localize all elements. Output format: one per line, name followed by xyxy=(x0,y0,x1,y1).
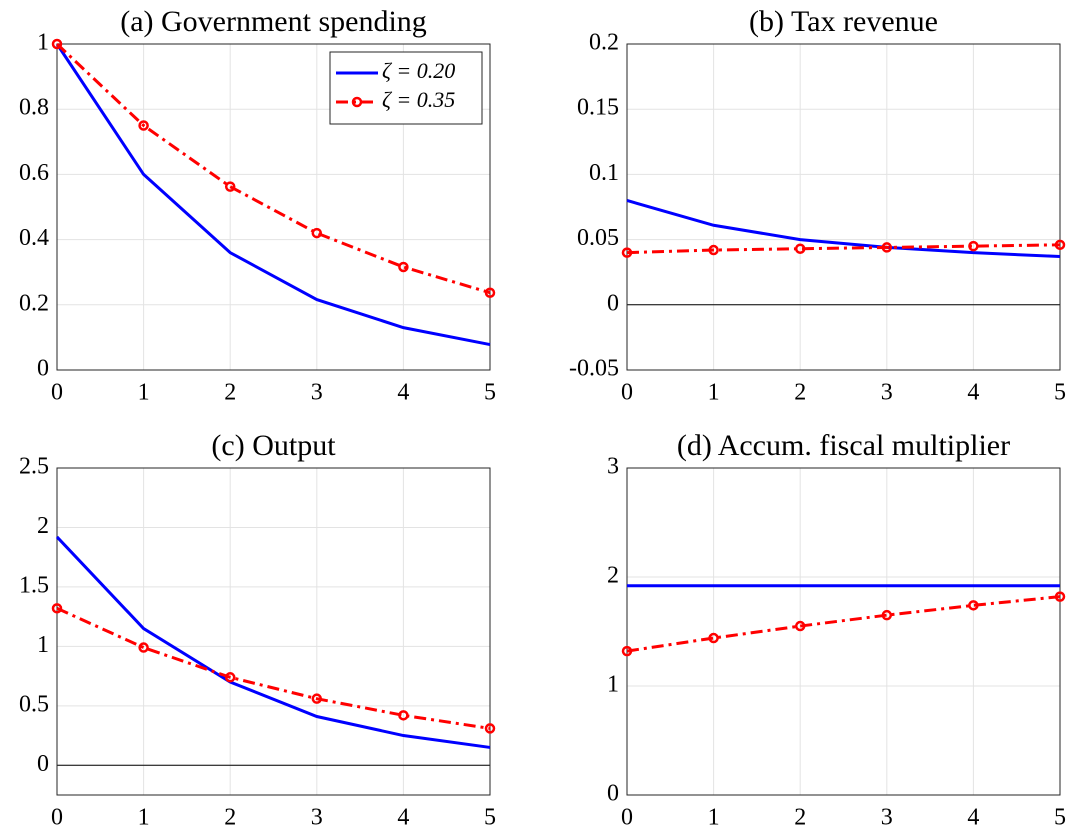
marker xyxy=(621,645,633,657)
plot-area xyxy=(627,468,1060,795)
marker xyxy=(484,723,496,734)
marker xyxy=(968,240,979,252)
x-tick-label: 3 xyxy=(311,380,323,406)
marker xyxy=(51,38,63,50)
marker xyxy=(968,600,979,611)
series-line xyxy=(55,535,491,749)
y-tick-label: 0.2 xyxy=(19,290,49,316)
plot-area xyxy=(57,468,490,795)
y-tick-label: 1.5 xyxy=(19,572,49,598)
y-tick-label: 2 xyxy=(607,563,619,589)
x-tick-label: 4 xyxy=(397,805,409,831)
chart-title: (c) Output xyxy=(211,429,336,462)
series-line xyxy=(626,243,1061,255)
x-tick-label: 3 xyxy=(881,380,893,406)
marker xyxy=(708,632,719,644)
marker xyxy=(51,603,63,614)
x-tick-label: 5 xyxy=(1054,380,1066,406)
subplot: 0 1 2 3 4 5 0 1 2 3 (d) Accum. fiscal multiplier xyxy=(607,429,1066,831)
x-tick-label: 0 xyxy=(621,380,633,406)
x-tick-label: 2 xyxy=(794,380,806,406)
axes-box xyxy=(56,467,491,796)
x-tick-label: 1 xyxy=(138,380,150,406)
y-tick-label: 0.8 xyxy=(19,95,49,121)
x-tick-label: 5 xyxy=(484,380,496,406)
marker xyxy=(224,181,236,192)
y-tick-label: 0 xyxy=(607,781,619,807)
x-tick-label: 5 xyxy=(1054,805,1066,831)
axes-box xyxy=(56,43,491,371)
series-line xyxy=(626,595,1061,653)
chart-title: (b) Tax revenue xyxy=(749,5,938,38)
marker xyxy=(621,247,633,258)
x-tick-label: 2 xyxy=(224,380,236,406)
y-tick-label: 0.6 xyxy=(19,160,49,186)
x-tick-label: 2 xyxy=(794,805,806,831)
marker xyxy=(794,620,806,632)
marker xyxy=(881,242,893,253)
y-tick-label: -0.05 xyxy=(569,356,619,382)
y-tick-label: 2 xyxy=(37,513,49,539)
marker xyxy=(881,609,893,621)
y-tick-label: 1 xyxy=(37,30,49,56)
y-tick-label: 1 xyxy=(37,632,49,658)
marker xyxy=(138,120,149,131)
y-tick-label: 2.5 xyxy=(19,454,49,480)
marker xyxy=(484,287,496,298)
y-tick-label: 0.05 xyxy=(577,225,619,251)
x-tick-label: 4 xyxy=(967,380,979,406)
subplot: 0 1 2 3 4 5 0 0.2 0.4 0.6 0.8 1 (a) Government spend… xyxy=(19,5,496,406)
y-tick-label: 0.1 xyxy=(589,160,619,186)
y-tick-label: 1 xyxy=(607,672,619,698)
axes-box xyxy=(626,467,1061,796)
x-tick-label: 1 xyxy=(708,805,720,831)
marker xyxy=(708,244,719,256)
legend-label: ζ = 0.20 xyxy=(382,58,455,83)
legend-label: ζ = 0.35 xyxy=(382,87,455,112)
marker xyxy=(398,710,409,721)
marker xyxy=(794,243,806,254)
y-tick-label: 0.4 xyxy=(19,225,49,251)
plot-area xyxy=(627,44,1060,370)
x-tick-label: 4 xyxy=(967,805,979,831)
y-tick-label: 3 xyxy=(607,454,619,480)
x-tick-label: 3 xyxy=(881,805,893,831)
x-tick-label: 0 xyxy=(51,380,63,406)
marker xyxy=(311,693,323,704)
series-line xyxy=(55,43,491,347)
marker xyxy=(224,672,236,683)
y-tick-label: 0.2 xyxy=(589,30,619,56)
series-line xyxy=(626,199,1061,259)
x-tick-label: 5 xyxy=(484,805,496,831)
x-tick-label: 2 xyxy=(224,805,236,831)
x-tick-label: 1 xyxy=(138,805,150,831)
series-line xyxy=(55,42,491,295)
y-tick-label: 0.5 xyxy=(19,691,49,717)
marker xyxy=(1054,591,1066,602)
x-tick-label: 1 xyxy=(708,380,720,406)
x-tick-label: 0 xyxy=(51,805,63,831)
x-tick-label: 4 xyxy=(397,380,409,406)
marker xyxy=(138,642,149,653)
chart-title: (d) Accum. fiscal multiplier xyxy=(677,429,1010,462)
y-tick-label: 0 xyxy=(37,356,49,382)
marker xyxy=(311,227,323,239)
y-tick-label: 0.15 xyxy=(577,95,619,121)
legend-box xyxy=(329,51,483,125)
chart-title: (a) Government spending xyxy=(120,5,427,38)
legend-marker xyxy=(351,96,363,108)
x-tick-label: 0 xyxy=(621,805,633,831)
series-line xyxy=(56,606,491,730)
y-tick-label: 0 xyxy=(607,290,619,316)
marker xyxy=(398,261,409,273)
subplot: 0 1 2 3 4 5 0 0.5 1 1.5 2 2.5 (c) Output xyxy=(19,429,496,831)
marker xyxy=(1054,239,1066,251)
y-tick-label: 0 xyxy=(37,751,49,777)
axes-box xyxy=(626,43,1061,371)
x-tick-label: 3 xyxy=(311,805,323,831)
